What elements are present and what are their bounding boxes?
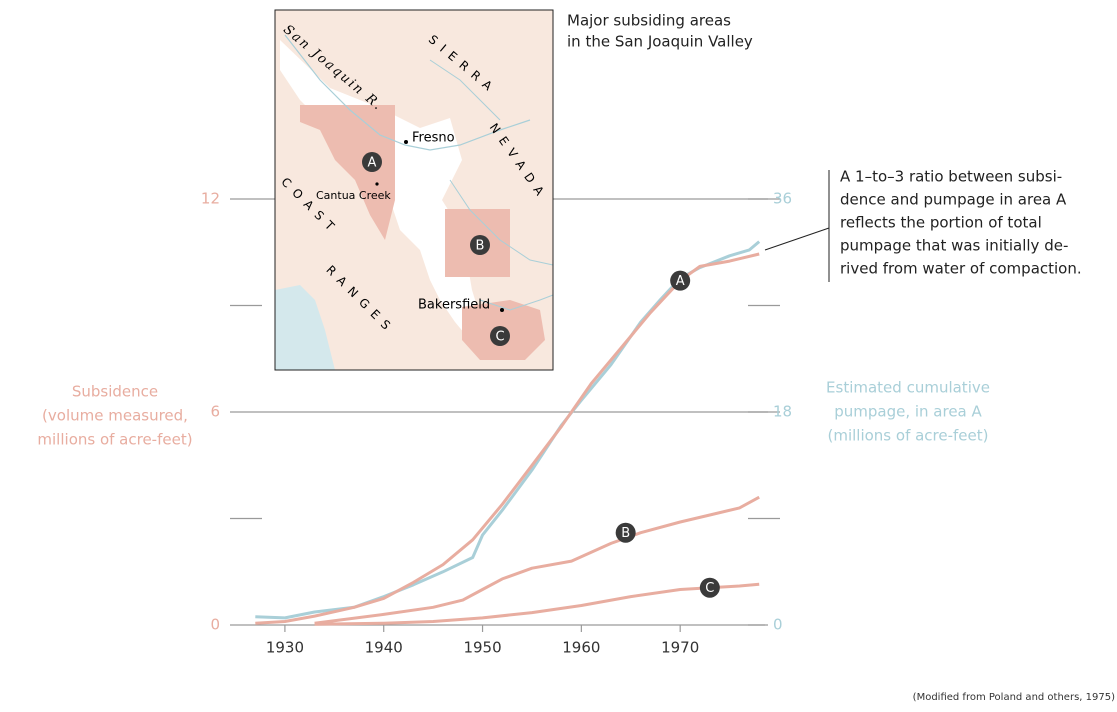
series-name: C [705, 581, 714, 596]
annotation: rived from water of compaction. [840, 260, 1082, 278]
area-marker [362, 152, 382, 172]
town-dot [404, 140, 408, 144]
map-ocean [275, 285, 335, 370]
y-axis-label: Subsidence [72, 383, 158, 401]
y2-axis-label: pumpage, in area A [834, 403, 982, 421]
series-line [314, 582, 760, 626]
river [429, 59, 501, 121]
town-label: Bakersfield [418, 298, 490, 313]
area-marker [490, 326, 510, 346]
town-label: Cantua Creek [316, 189, 391, 202]
river [449, 179, 554, 266]
area-a [300, 105, 395, 240]
area-marker-label: C [495, 330, 504, 345]
x-tick-label: 1940 [365, 639, 403, 657]
annotation-leader [764, 227, 830, 251]
town-label: Fresno [412, 131, 455, 146]
map-title: in the San Joaquin Valley [567, 33, 753, 51]
y-tick-label: 6 [210, 403, 220, 421]
series-marker [670, 270, 691, 291]
annotation: pumpage that was initially de- [840, 237, 1068, 255]
river [479, 294, 554, 311]
y2-axis-label: (millions of acre-feet) [827, 427, 988, 445]
y2-tick-label: 0 [773, 616, 783, 634]
area-marker-label: A [368, 156, 377, 171]
source-note: (Modified from Poland and others, 1975) [913, 692, 1115, 703]
x-tick-label: 1930 [266, 639, 304, 657]
town-dot [375, 182, 379, 186]
x-tick-label: 1950 [463, 639, 501, 657]
y2-axis-label: Estimated cumulative [826, 379, 990, 397]
x-tick-label: 1960 [562, 639, 600, 657]
map-title: Major subsiding areas [567, 12, 731, 30]
river [284, 34, 531, 151]
area-marker [470, 235, 490, 255]
map-frame [274, 9, 554, 371]
annotation: dence and pumpage in area A [840, 191, 1067, 209]
series-line [314, 495, 760, 625]
y-tick-label: 12 [201, 190, 220, 208]
x-tick-label: 1970 [661, 639, 699, 657]
y-tick-label: 0 [210, 616, 220, 634]
town-dot [500, 308, 504, 312]
annotation: A 1–to–3 ratio between subsi- [840, 168, 1062, 186]
series-name: A [676, 274, 685, 289]
series-name: B [621, 526, 630, 541]
y2-tick-label: 36 [773, 190, 792, 208]
y-axis-label: (volume measured, [42, 407, 188, 425]
y2-tick-label: 18 [773, 403, 792, 421]
y-axis-label: millions of acre-feet) [37, 431, 192, 449]
map-inset: San Joaquin R. SIERRA NEVADA COAST RANGE… [274, 9, 554, 371]
series-marker [615, 522, 636, 543]
annotation: reflects the portion of total [840, 214, 1042, 232]
series-marker [699, 577, 720, 598]
area-marker-label: B [476, 239, 485, 254]
